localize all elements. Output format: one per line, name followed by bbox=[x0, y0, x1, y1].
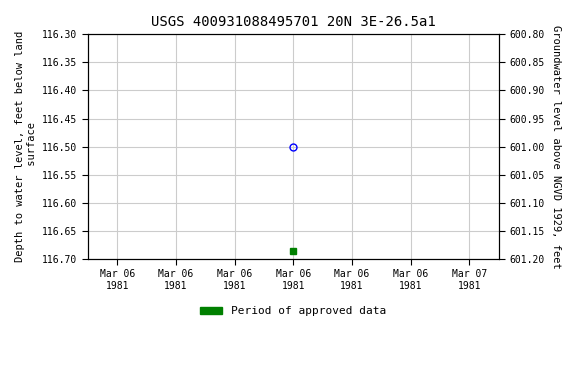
Y-axis label: Depth to water level, feet below land
 surface: Depth to water level, feet below land su… bbox=[15, 31, 37, 262]
Legend: Period of approved data: Period of approved data bbox=[196, 302, 391, 321]
Title: USGS 400931088495701 20N 3E-26.5a1: USGS 400931088495701 20N 3E-26.5a1 bbox=[151, 15, 435, 29]
Y-axis label: Groundwater level above NGVD 1929, feet: Groundwater level above NGVD 1929, feet bbox=[551, 25, 561, 268]
